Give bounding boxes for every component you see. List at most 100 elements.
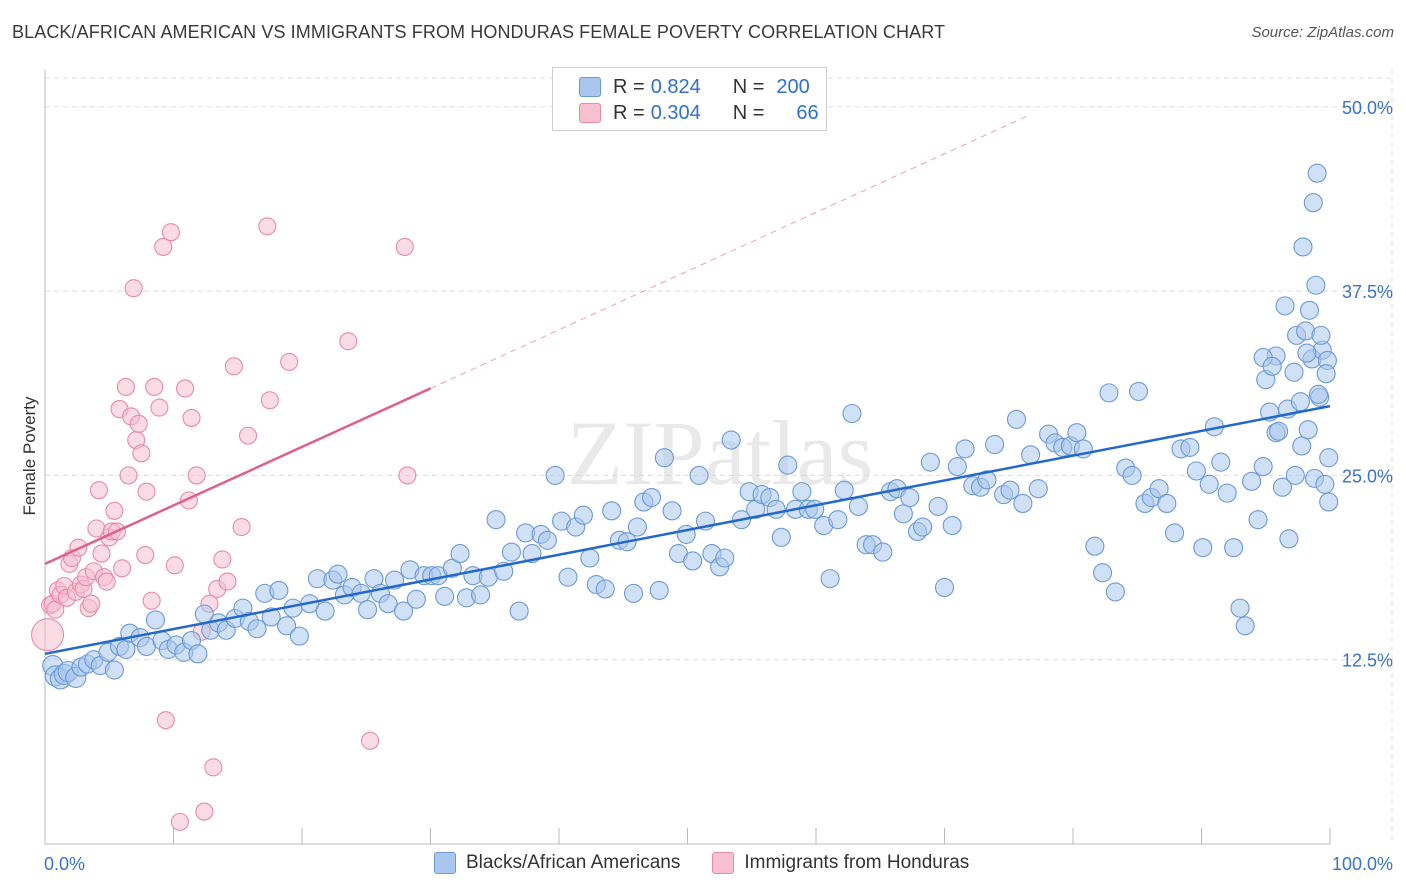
blue-point <box>580 548 600 568</box>
blue-point <box>1299 300 1319 320</box>
blue-point <box>1157 493 1177 513</box>
blue-point <box>820 569 840 589</box>
pink-point <box>124 279 143 298</box>
trend-lines <box>44 115 1331 656</box>
pink-point <box>156 711 175 730</box>
legend-n-label: N = <box>732 75 765 98</box>
pink-point <box>170 812 189 831</box>
legend-r-label: R = <box>613 75 645 98</box>
blue-point <box>900 487 920 508</box>
pink-point <box>339 332 358 351</box>
pink-point <box>132 444 151 463</box>
blue-point <box>834 480 854 500</box>
blue-point <box>623 583 644 603</box>
blue-point <box>406 589 426 609</box>
pink-point <box>176 379 195 398</box>
blue-point <box>509 601 529 621</box>
blue-point <box>315 601 335 621</box>
blue-point <box>1128 381 1149 401</box>
source-label: Source: ZipAtlas.com <box>1251 24 1394 41</box>
legend-item-blacks: Blacks/African Americans <box>434 852 680 874</box>
x-tick-label: 100.0% <box>1332 854 1393 874</box>
pink-point <box>182 408 201 427</box>
blue-point <box>1319 448 1339 468</box>
blue-point <box>828 510 848 530</box>
blue-point <box>1248 510 1268 530</box>
blue-point <box>328 564 348 584</box>
pink-point <box>142 591 161 610</box>
pink-point <box>89 481 109 500</box>
blue-point <box>277 616 297 636</box>
blue-point <box>842 403 862 424</box>
blue-point <box>766 499 786 519</box>
pink-point <box>204 758 223 777</box>
blue-point <box>1028 479 1048 499</box>
blue-point <box>1306 275 1326 295</box>
pink-point <box>395 237 414 256</box>
pink-point <box>31 618 65 652</box>
blue-point <box>654 448 674 468</box>
blue-point <box>1217 483 1237 503</box>
pink-series-points <box>31 217 417 831</box>
blue-point <box>1235 616 1255 636</box>
series-legend: Blacks/African Americans Immigrants from… <box>434 852 1001 874</box>
blue-point <box>1224 538 1244 558</box>
blue-point <box>1211 452 1231 472</box>
blue-point <box>1303 193 1323 213</box>
pink-trend-extension <box>430 115 1029 389</box>
blue-point <box>435 586 455 606</box>
blue-point <box>977 470 997 490</box>
blue-point <box>683 551 703 571</box>
pink-swatch-icon <box>579 103 601 123</box>
blue-point <box>627 517 647 537</box>
blue-point <box>920 452 940 472</box>
blue-point <box>442 558 462 578</box>
pink-point <box>136 545 155 565</box>
blue-point <box>595 579 615 599</box>
blue-point <box>269 580 289 600</box>
blue-point <box>501 542 522 562</box>
blue-point <box>289 626 309 646</box>
blue-point <box>928 496 948 516</box>
blue-point <box>649 580 669 600</box>
pink-point <box>361 731 380 750</box>
blue-point <box>1013 493 1033 513</box>
blue-point <box>1180 437 1200 457</box>
tick-labels: 12.5% 25.0% 37.5% 50.0% 0.0% 100.0% <box>44 98 1393 874</box>
blue-point <box>1298 420 1318 440</box>
blue-point <box>778 455 798 475</box>
blue-point <box>1293 237 1313 257</box>
y-tick-label: 25.0% <box>1342 466 1393 486</box>
pink-point <box>238 426 258 445</box>
pink-point <box>195 802 214 821</box>
pink-point <box>154 237 173 256</box>
pink-point <box>82 594 101 613</box>
y-tick-label: 37.5% <box>1342 282 1393 302</box>
blue-point <box>848 496 868 516</box>
watermark: ZIPatlas <box>567 402 874 504</box>
pink-point <box>161 223 180 242</box>
blue-point <box>934 577 955 598</box>
blue-point <box>1193 538 1213 558</box>
blue-point <box>1279 529 1299 549</box>
blue-point <box>188 644 208 664</box>
legend-r-value: 0.304 <box>650 101 701 124</box>
blue-point <box>486 510 506 530</box>
pink-point <box>129 414 148 433</box>
blue-point <box>1311 325 1331 345</box>
legend-label: Blacks/African Americans <box>466 852 681 873</box>
pink-point <box>218 572 237 591</box>
blue-point <box>1230 598 1250 618</box>
blue-point <box>942 516 962 536</box>
y-tick-label: 12.5% <box>1342 651 1393 671</box>
blue-point <box>1149 479 1169 499</box>
blue-point <box>247 619 267 639</box>
pink-point <box>116 377 136 397</box>
pink-point <box>398 466 417 485</box>
blue-point <box>947 457 967 477</box>
blue-point <box>873 542 893 562</box>
pink-point <box>119 466 138 485</box>
blue-point <box>1319 492 1339 512</box>
blue-point <box>1315 474 1335 494</box>
blue-point <box>1085 536 1105 556</box>
